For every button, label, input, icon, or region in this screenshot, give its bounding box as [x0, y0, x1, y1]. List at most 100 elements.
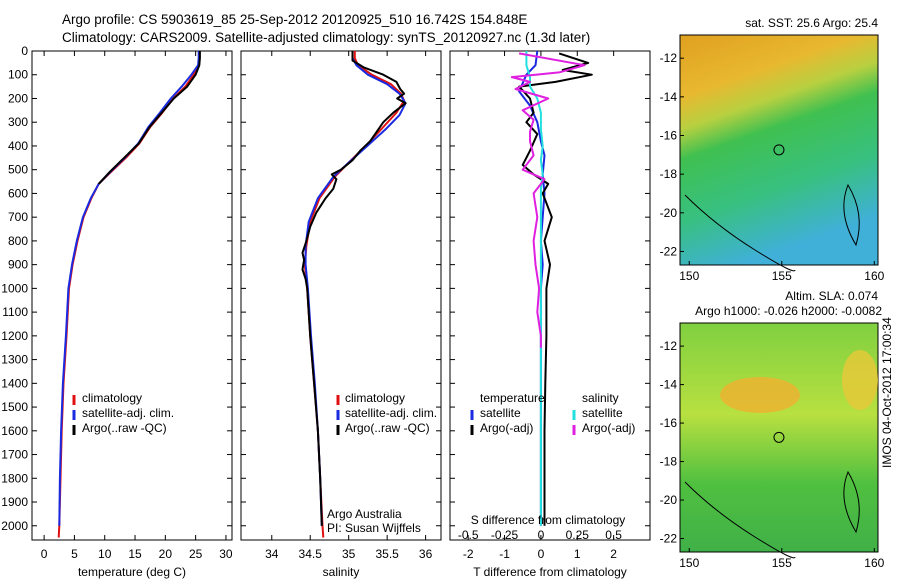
temperature-legend-label: Argo(..raw -QC) [82, 421, 167, 435]
difference-top-tick-label: -0.5 [458, 528, 479, 542]
difference-series-line [525, 51, 544, 526]
figure-title-line2: Climatology: CARS2009. Satellite-adjuste… [62, 30, 591, 45]
depth-tick-label: 2000 [1, 519, 28, 533]
sla-map-float-marker [773, 431, 785, 443]
depth-tick-label: 1500 [1, 400, 28, 414]
temperature-legend-label: climatology [82, 391, 142, 405]
sla-map-high-anomaly [842, 350, 878, 410]
difference-xtick-label: -2 [463, 547, 474, 561]
difference-legend-title: temperature [480, 391, 545, 405]
sst-map-reef-contour [843, 183, 860, 247]
depth-tick-label: 1700 [1, 448, 28, 462]
sst-map-xtick-label: 160 [864, 269, 884, 283]
difference-top-tick-label: 0.5 [605, 528, 622, 542]
sst-map-ytick-label: -22 [660, 244, 678, 258]
sla-map-xtick-label: 155 [772, 556, 792, 570]
depth-tick-label: 1300 [1, 353, 28, 367]
sla-map-ytick-label: -14 [660, 378, 678, 392]
depth-tick-label: 1600 [1, 424, 28, 438]
sla-map-xtick-label: 160 [864, 556, 884, 570]
salinity-legend-label: satellite-adj. clim. [345, 406, 437, 420]
temperature-xtick-label: 25 [189, 547, 203, 561]
sst-map-coastline [684, 194, 796, 272]
depth-tick-label: 1800 [1, 471, 28, 485]
sst-map-xtick-label: 155 [772, 269, 792, 283]
temperature-xtick-label: 15 [128, 547, 142, 561]
salinity-axes-frame [240, 50, 442, 541]
depth-tick-label: 1000 [1, 281, 28, 295]
salinity-xtick-label: 36 [419, 547, 433, 561]
temperature-axes-frame [31, 50, 233, 541]
sst-map-ytick-label: -14 [660, 90, 678, 104]
salinity-xtick-label: 34 [265, 547, 279, 561]
difference-legend-label: Argo(-adj) [582, 421, 635, 435]
salinity-legend-label: Argo(..raw -QC) [345, 421, 430, 435]
depth-tick-label: 100 [8, 68, 28, 82]
difference-series-line [518, 52, 593, 526]
difference-legend-label: satellite [480, 406, 521, 420]
difference-xtick-label: 0 [538, 547, 545, 561]
sla-map-ytick-label: -20 [660, 493, 678, 507]
temperature-xtick-label: 20 [159, 547, 173, 561]
difference-xlabel-top: S difference from climatology [471, 513, 626, 527]
salinity-xtick-label: 34.5 [299, 547, 323, 561]
figure-title-line1: Argo profile: CS 5903619_85 25-Sep-2012 … [62, 12, 528, 27]
sla-map-coastline [684, 481, 796, 559]
salinity-legend-label: climatology [345, 391, 405, 405]
salinity-xtick-label: 35.5 [375, 547, 399, 561]
depth-tick-label: 300 [8, 115, 28, 129]
temperature-xlabel: temperature (deg C) [78, 565, 186, 579]
sst-map-ytick-label: -18 [660, 167, 678, 181]
sst-map-float-marker [773, 144, 785, 156]
difference-axes-frame [449, 50, 651, 541]
temperature-legend-label: satellite-adj. clim. [82, 406, 174, 420]
sla-map-title: Argo h1000: -0.026 h2000: -0.0082 [695, 304, 882, 318]
depth-tick-label: 1100 [2, 305, 28, 319]
sla-map-ytick-label: -22 [660, 532, 678, 546]
sst-map-ytick-label: -20 [660, 206, 678, 220]
temperature-xtick-label: 10 [98, 547, 112, 561]
sla-map-xtick-label: 150 [679, 556, 699, 570]
temperature-series-line [97, 51, 201, 185]
salinity-annotation: Argo Australia [327, 507, 402, 521]
depth-tick-label: 1400 [1, 376, 28, 390]
depth-tick-label: 200 [8, 91, 28, 105]
difference-xtick-label: 2 [610, 547, 617, 561]
sst-map-ytick-label: -16 [660, 129, 678, 143]
difference-series-line [510, 52, 586, 348]
depth-tick-label: 900 [8, 258, 28, 272]
depth-tick-label: 0 [21, 44, 28, 58]
temperature-xtick-label: 30 [219, 547, 233, 561]
depth-tick-label: 700 [8, 210, 28, 224]
sla-map-ytick-label: -12 [660, 339, 678, 353]
salinity-series-line [301, 51, 407, 526]
difference-top-tick-label: -0.25 [491, 528, 519, 542]
sla-map-ytick-label: -18 [660, 455, 678, 469]
depth-tick-label: 500 [8, 163, 28, 177]
depth-tick-label: 800 [8, 234, 28, 248]
difference-xtick-label: -1 [499, 547, 510, 561]
salinity-xlabel: salinity [323, 565, 360, 579]
difference-xlabel: T difference from climatology [473, 565, 627, 579]
depth-tick-label: 600 [8, 186, 28, 200]
salinity-xtick-label: 35 [342, 547, 356, 561]
depth-tick-label: 1200 [1, 329, 28, 343]
sst-map-title: sat. SST: 25.6 Argo: 25.4 [745, 16, 878, 30]
temperature-xtick-label: 5 [71, 547, 78, 561]
temperature-xtick-label: 0 [41, 547, 48, 561]
salinity-annotation: PI: Susan Wijffels [327, 521, 421, 535]
sla-map-ytick-label: -16 [660, 416, 678, 430]
difference-legend-label: Argo(-adj) [480, 421, 533, 435]
difference-legend-label: satellite [582, 406, 623, 420]
sla-map-field [679, 322, 879, 553]
sla-map-reef-contour [843, 470, 860, 534]
sst-map-ytick-label: -12 [660, 51, 678, 65]
sst-map-xtick-label: 150 [679, 269, 699, 283]
depth-tick-label: 1900 [1, 495, 28, 509]
sst-map-field [679, 34, 879, 266]
difference-top-tick-label: 0 [538, 528, 545, 542]
difference-top-tick-label: 0.25 [566, 528, 590, 542]
sla-map-high-anomaly [720, 377, 800, 413]
difference-xtick-label: 1 [574, 547, 581, 561]
